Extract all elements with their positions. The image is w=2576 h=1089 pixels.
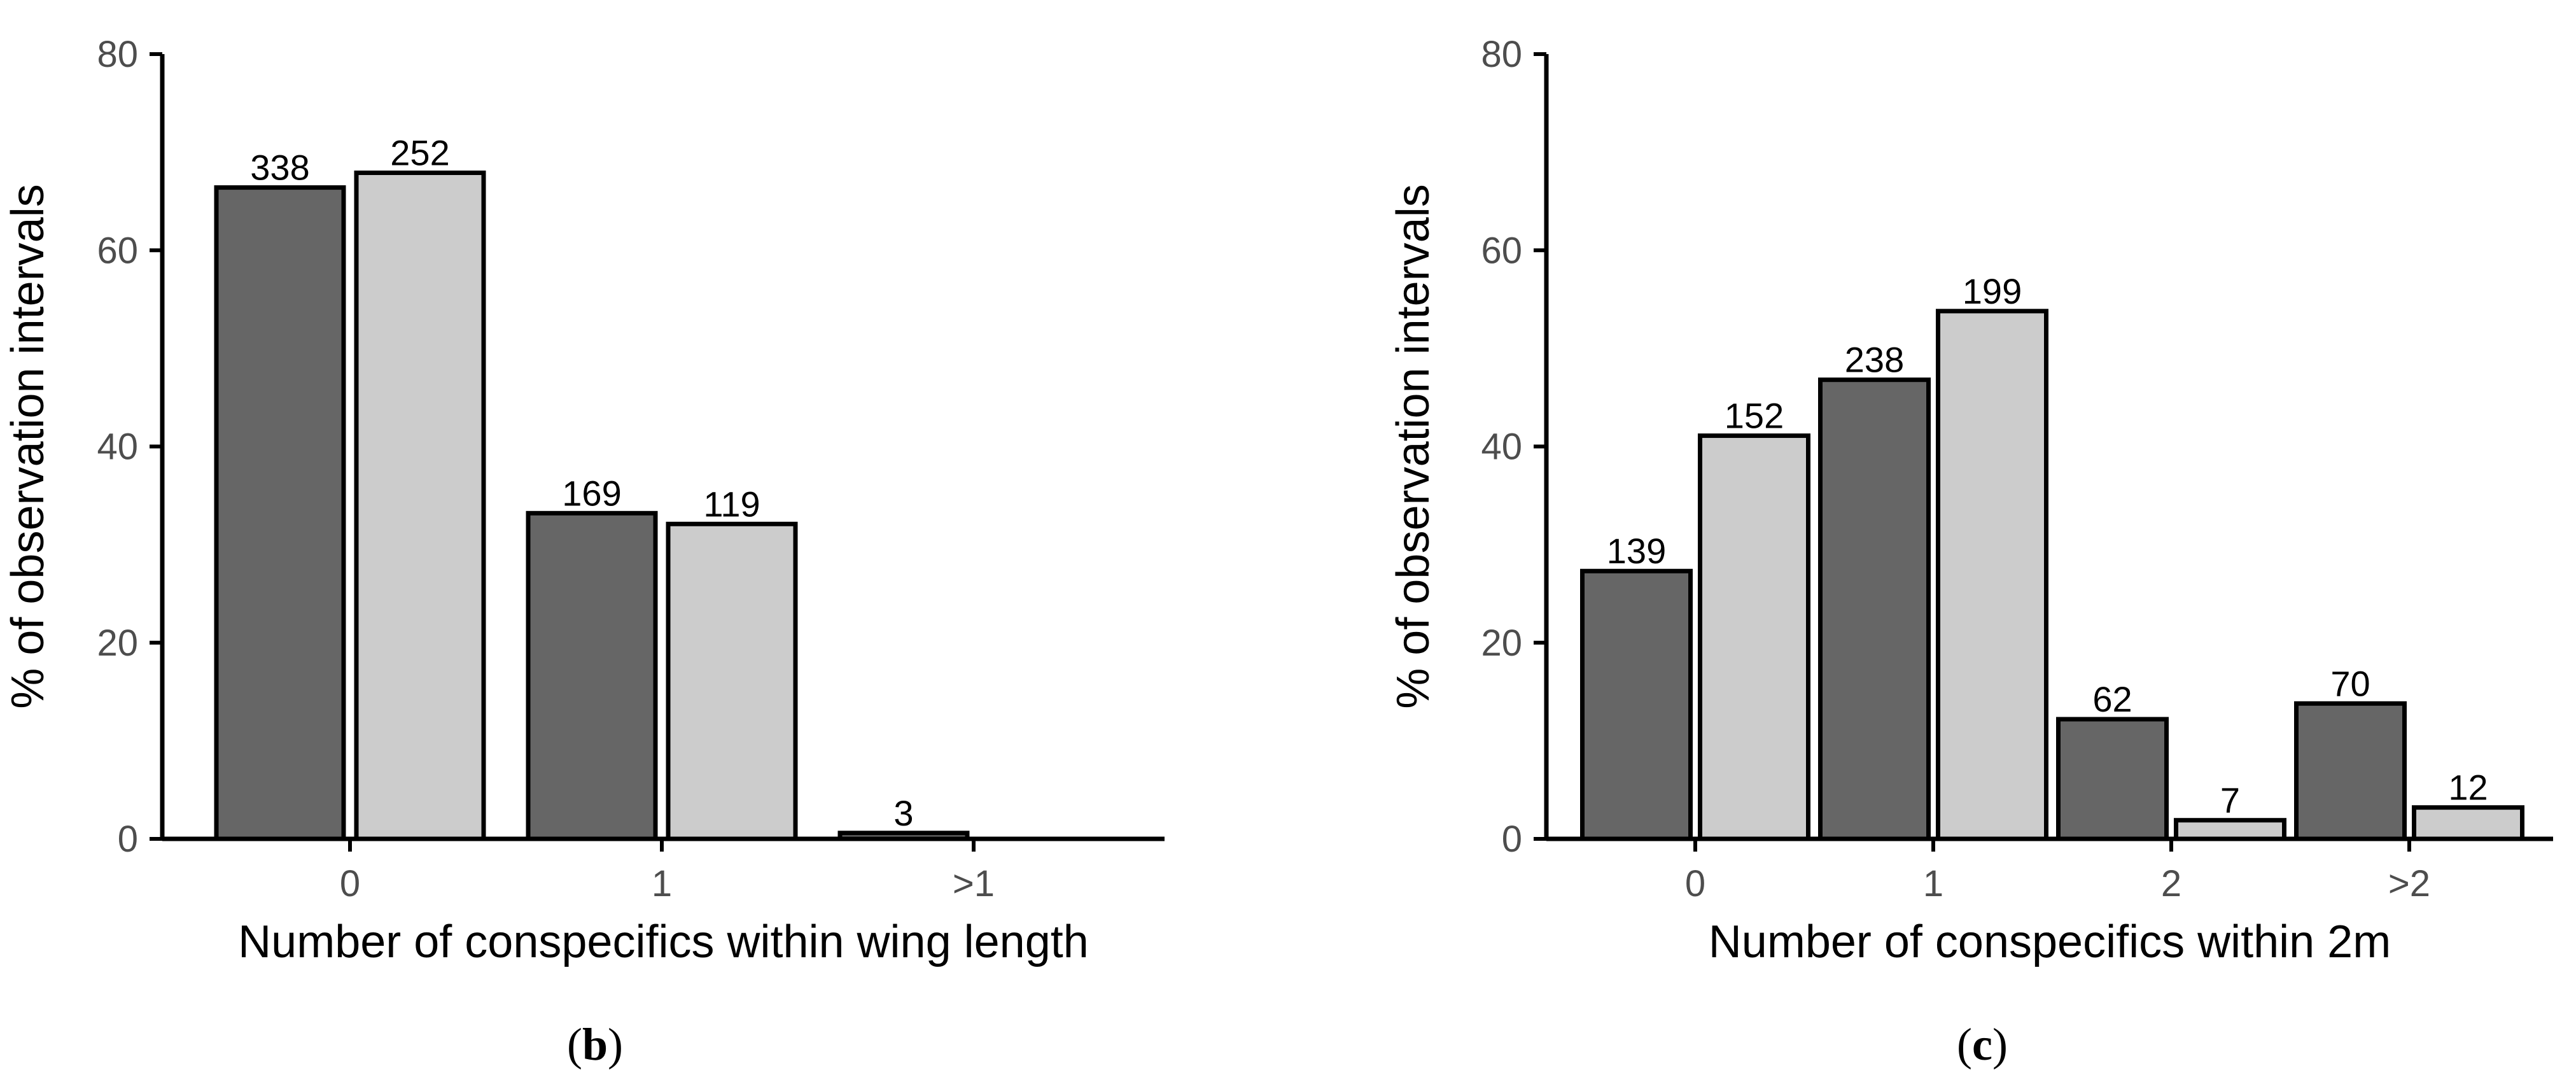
y-tick-label: 60: [97, 230, 138, 271]
x-tick-label: 1: [652, 863, 672, 904]
x-axis-title: Number of conspecifics within 2m: [1709, 917, 2391, 967]
data-label: 70: [2330, 663, 2370, 703]
data-label: 152: [1725, 396, 1784, 436]
bar: [214, 185, 346, 841]
y-tick-label: 80: [97, 34, 138, 75]
data-label: 3: [893, 793, 913, 833]
bar: [1698, 433, 1810, 841]
y-axis-title: % of observation intervals: [3, 184, 53, 708]
bar: [1936, 309, 2048, 841]
y-tick-label: 40: [97, 426, 138, 468]
x-tick-label: 0: [340, 863, 360, 904]
x-tick-label: >1: [953, 863, 995, 904]
bar: [1818, 377, 1931, 841]
x-tick-label: 1: [1923, 863, 1943, 904]
bar: [1580, 568, 1693, 841]
data-label: 238: [1845, 340, 1904, 380]
data-label: 169: [562, 473, 621, 513]
panel-label: (c): [1957, 1019, 2008, 1070]
panel-label: (b): [567, 1019, 623, 1070]
y-tick-label: 20: [97, 622, 138, 664]
y-tick-label: 80: [1481, 34, 1522, 75]
bar: [526, 510, 658, 841]
data-label: 12: [2448, 768, 2488, 808]
bar: [837, 831, 970, 841]
y-axis-title: % of observation intervals: [1388, 184, 1439, 708]
y-tick-label: 0: [1502, 819, 1522, 860]
y-tick-label: 20: [1481, 622, 1522, 664]
x-axis-title: Number of conspecifics within wing lengt…: [238, 917, 1089, 967]
x-tick-label: 0: [1685, 863, 1705, 904]
bar: [2056, 717, 2169, 841]
x-tick-label: >2: [2388, 863, 2430, 904]
data-label: 62: [2092, 679, 2132, 719]
data-label: 338: [250, 148, 309, 188]
bar: [2174, 818, 2286, 841]
data-label: 139: [1607, 531, 1666, 571]
data-label: 252: [390, 132, 449, 172]
bar: [2294, 701, 2407, 841]
y-tick-label: 0: [118, 819, 138, 860]
y-tick-label: 60: [1481, 230, 1522, 271]
x-tick-label: 2: [2161, 863, 2181, 904]
bar: [354, 170, 486, 841]
data-label: 7: [2220, 780, 2240, 820]
bar: [666, 521, 798, 841]
y-tick-label: 40: [1481, 426, 1522, 468]
bar: [2412, 805, 2524, 841]
data-label: 119: [703, 484, 760, 524]
data-label: 199: [1963, 271, 2022, 311]
